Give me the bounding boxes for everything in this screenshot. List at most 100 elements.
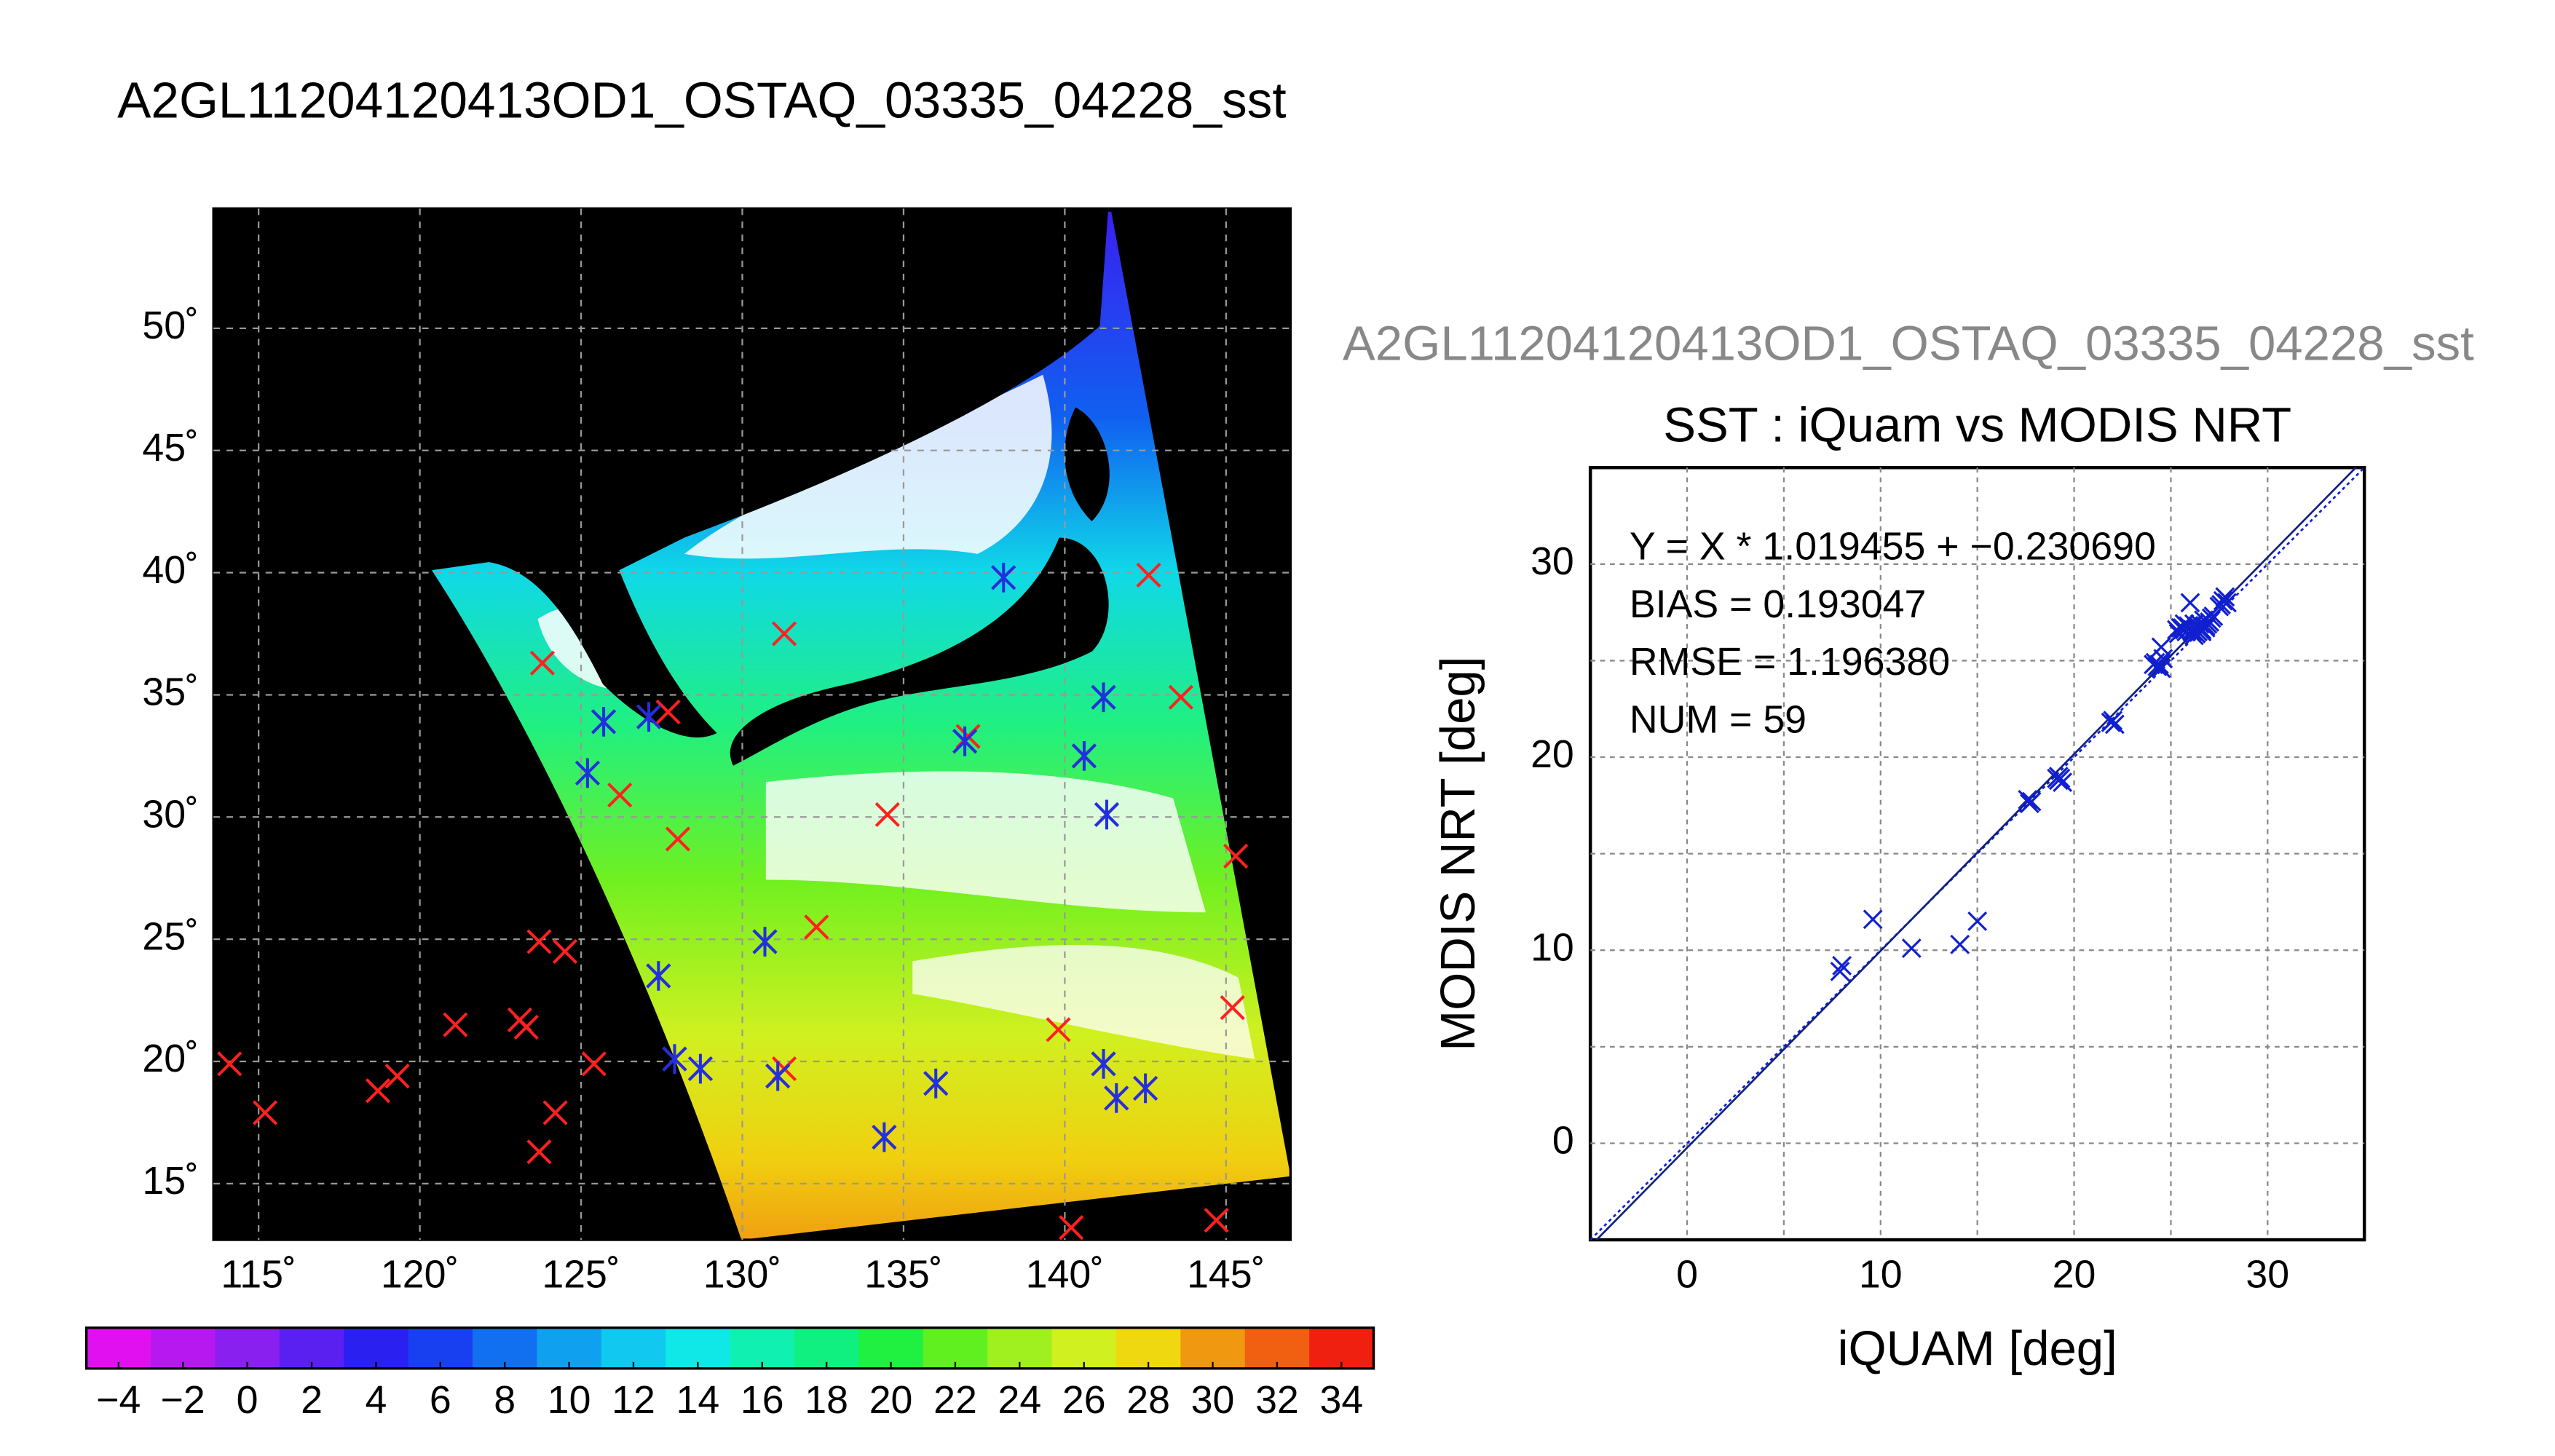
colorbar-cell bbox=[1309, 1327, 1375, 1369]
map-marker bbox=[1220, 995, 1245, 1021]
scatter-point bbox=[2103, 711, 2123, 731]
marker-stroke bbox=[526, 929, 552, 954]
scatter-point bbox=[2189, 614, 2210, 634]
colorbar-label: 26 bbox=[1062, 1378, 1106, 1422]
y-tick-label: 30˚ bbox=[142, 792, 199, 836]
x-tick-label: 115˚ bbox=[221, 1253, 296, 1297]
colorbar-label: 34 bbox=[1319, 1378, 1363, 1422]
colorbar-cell bbox=[215, 1327, 280, 1369]
map-frame bbox=[212, 207, 1292, 1241]
scatter-point bbox=[2213, 590, 2233, 611]
map-marker bbox=[1091, 1048, 1116, 1079]
y-tick-label: 15˚ bbox=[142, 1159, 199, 1203]
colorbar-label: −2 bbox=[161, 1378, 205, 1422]
colorbar-label: 32 bbox=[1255, 1378, 1299, 1422]
land-japan bbox=[730, 537, 1109, 766]
scatter-point bbox=[2104, 714, 2125, 735]
marker-stroke bbox=[1136, 562, 1161, 588]
map-marker bbox=[1094, 799, 1120, 830]
colorbar-label: 24 bbox=[998, 1378, 1041, 1422]
marker-stroke bbox=[529, 650, 555, 676]
point-stroke bbox=[1967, 911, 1988, 931]
chart-title: SST : iQuam vs MODIS NRT bbox=[1663, 397, 2291, 452]
point-stroke bbox=[2172, 617, 2192, 638]
annotation: RMSE = 1.196380 bbox=[1630, 640, 1950, 684]
colorbar-label: 2 bbox=[301, 1378, 323, 1422]
colorbar-label: −4 bbox=[96, 1378, 141, 1422]
colorbar-label: 16 bbox=[741, 1378, 784, 1422]
colorbar-cell bbox=[601, 1327, 666, 1369]
annotation: BIAS = 0.193047 bbox=[1630, 582, 1926, 626]
subtitle: A2GL11204120413OD1_OSTAQ_03335_04228_sst bbox=[1343, 316, 2474, 371]
map-marker bbox=[365, 1078, 391, 1104]
colorbar-label: 6 bbox=[430, 1378, 451, 1422]
map-marker bbox=[1091, 682, 1116, 713]
colorbar-cell bbox=[858, 1327, 924, 1369]
colorbar-cell bbox=[344, 1327, 409, 1369]
map-marker bbox=[1204, 1208, 1229, 1233]
cloud bbox=[912, 944, 1255, 1059]
point-stroke bbox=[2153, 649, 2173, 669]
marker-stroke bbox=[874, 802, 900, 828]
scatter-point bbox=[2021, 791, 2042, 812]
x-tick-label: 130˚ bbox=[703, 1253, 781, 1297]
point-stroke bbox=[2021, 791, 2042, 812]
point-stroke bbox=[2211, 595, 2231, 614]
x-tick-label: 145˚ bbox=[1187, 1253, 1265, 1297]
colorbar-cell bbox=[86, 1327, 151, 1369]
y-tick-label: 25˚ bbox=[142, 914, 199, 958]
marker-stroke bbox=[804, 914, 829, 940]
map-marker bbox=[662, 1044, 687, 1074]
colorbar-cell bbox=[730, 1327, 795, 1369]
point-stroke bbox=[1950, 934, 1970, 954]
point-stroke bbox=[2180, 593, 2200, 613]
colorbar-frame bbox=[84, 1326, 1375, 1370]
colorbar-cell bbox=[987, 1327, 1053, 1369]
marker-stroke bbox=[252, 1100, 278, 1125]
map-marker bbox=[687, 1053, 714, 1084]
map-marker bbox=[1104, 1083, 1129, 1113]
y-tick-label: 20 bbox=[1531, 732, 1574, 776]
map-marker bbox=[1136, 562, 1161, 588]
point-stroke bbox=[1901, 938, 1922, 959]
marker-stroke bbox=[443, 1012, 468, 1037]
marker-stroke bbox=[1059, 1215, 1084, 1241]
map-marker bbox=[1046, 1017, 1071, 1042]
scatter-point bbox=[2018, 789, 2038, 810]
marker-stroke bbox=[542, 1100, 568, 1125]
colorbar-label: 20 bbox=[869, 1378, 913, 1422]
marker-stroke bbox=[665, 826, 691, 852]
page-title: A2GL11204120413OD1_OSTAQ_03335_04228_sst bbox=[117, 72, 1286, 129]
colorbar-label: 8 bbox=[494, 1378, 516, 1422]
map-marker bbox=[581, 1051, 607, 1077]
point-stroke bbox=[2203, 606, 2224, 626]
scatter-point bbox=[2149, 654, 2169, 675]
map-marker bbox=[513, 1014, 539, 1040]
marker-stroke bbox=[365, 1078, 391, 1104]
land-hokkaido bbox=[1065, 407, 1110, 522]
marker-stroke bbox=[217, 1051, 242, 1077]
point-stroke bbox=[2195, 617, 2216, 638]
point-stroke bbox=[2103, 711, 2123, 731]
y-tick-label: 35˚ bbox=[142, 670, 199, 714]
scatter-point bbox=[2211, 595, 2231, 614]
scatter-point bbox=[1832, 956, 1852, 976]
colorbar-cell bbox=[1244, 1327, 1310, 1369]
scatter-point bbox=[1863, 909, 1883, 930]
colorbar-cell bbox=[472, 1327, 538, 1369]
point-stroke bbox=[2151, 637, 2171, 657]
map-marker bbox=[607, 782, 633, 808]
map-marker bbox=[443, 1012, 468, 1037]
colorbar-cell bbox=[923, 1327, 988, 1369]
x-tick-label: 135˚ bbox=[864, 1253, 942, 1297]
map-marker bbox=[952, 726, 978, 756]
colorbar-cell bbox=[151, 1327, 216, 1369]
colorbar-cell bbox=[279, 1327, 344, 1369]
y-tick-label: 45˚ bbox=[142, 426, 199, 470]
colorbar-label: 12 bbox=[612, 1378, 655, 1422]
point-stroke bbox=[2050, 768, 2071, 788]
point-stroke bbox=[2213, 590, 2233, 611]
y-tick-label: 30 bbox=[1531, 539, 1574, 583]
point-stroke bbox=[2104, 714, 2125, 735]
